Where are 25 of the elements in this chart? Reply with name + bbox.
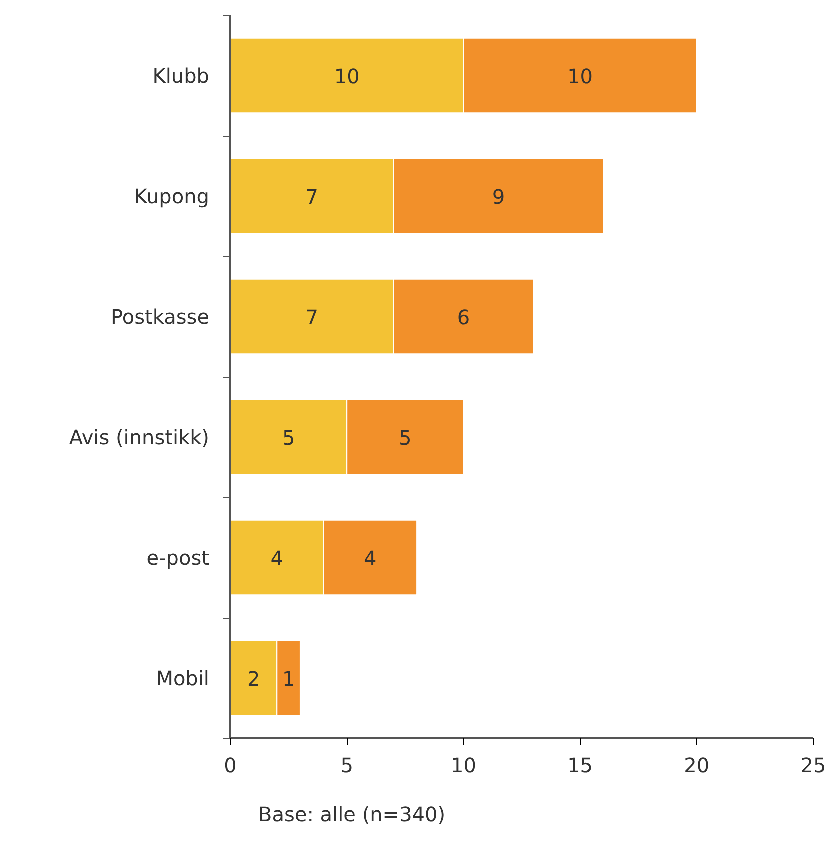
data-label: 6 [457, 305, 470, 330]
x-tick-label: 15 [568, 754, 594, 778]
y-tick-label: e-post [146, 546, 210, 570]
x-tick-label: 20 [684, 754, 710, 778]
data-label: 10 [334, 64, 360, 88]
data-label: 4 [364, 546, 377, 570]
data-label: 5 [399, 426, 412, 450]
x-tick-label: 0 [224, 754, 237, 778]
y-tick-label: Avis (innstikk) [69, 425, 210, 450]
data-label: 7 [306, 305, 318, 330]
data-label: 5 [282, 426, 296, 450]
y-tick-label: Postkasse [111, 304, 210, 329]
data-label: 4 [270, 546, 284, 570]
data-label: 10 [568, 64, 594, 88]
data-label: 9 [492, 184, 506, 209]
x-tick-label: 25 [800, 754, 826, 778]
data-label: 2 [247, 666, 260, 691]
y-tick-label: Kupong [134, 184, 210, 208]
y-tick-label: Mobil [156, 666, 210, 690]
data-label: 7 [306, 184, 318, 209]
x-tick-label: 10 [450, 754, 476, 778]
y-tick-label: Klubb [152, 64, 210, 88]
x-tick-label: 5 [340, 754, 354, 778]
text: Base: alle (n=340) [258, 802, 446, 826]
data-label: 1 [282, 666, 296, 691]
